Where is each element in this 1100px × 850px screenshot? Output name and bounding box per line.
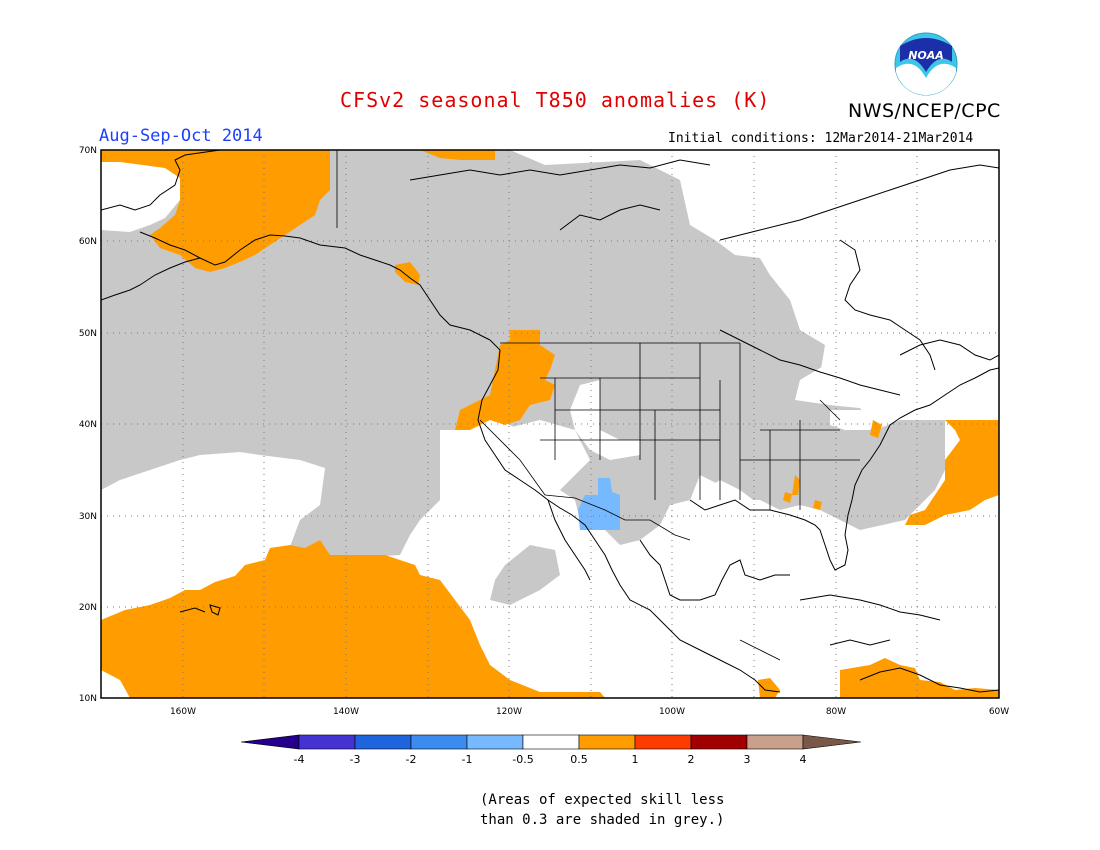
logo-text: NOAA	[908, 49, 944, 62]
chart-title: CFSv2 seasonal T850 anomalies (K)	[340, 88, 771, 112]
lat-label: 20N	[79, 603, 97, 613]
negative-anomaly-shading	[578, 478, 620, 530]
legend-bin	[240, 734, 300, 750]
map-frame	[100, 149, 1000, 699]
lon-labels: 160W 140W 120W 100W 80W 60W	[170, 707, 1009, 717]
legend-tick-label: 2	[688, 753, 695, 766]
initial-conditions-label: Initial conditions: 12Mar2014-21Mar2014	[668, 131, 974, 146]
agency-label: NWS/NCEP/CPC	[848, 100, 1001, 122]
legend-tick-label: 1	[632, 753, 639, 766]
lat-label: 70N	[79, 146, 97, 156]
lat-label: 50N	[79, 329, 97, 339]
legend-tick-label: -4	[294, 753, 305, 766]
footnote-line: than 0.3 are shaded in grey.)	[480, 812, 725, 828]
legend-tick-label: -0.5	[512, 753, 533, 766]
lat-label: 10N	[79, 694, 97, 704]
political-borders	[336, 150, 860, 661]
skill-footnote: (Areas of expected skill less than 0.3 a…	[480, 790, 724, 830]
lon-label: 140W	[333, 707, 359, 717]
legend-bin	[298, 734, 356, 750]
legend-bin	[522, 734, 580, 750]
legend-bin	[802, 734, 862, 750]
legend-tick-label: 3	[744, 753, 751, 766]
legend-tick-label: 0.5	[570, 753, 588, 766]
positive-anomaly-shading	[101, 150, 999, 698]
lat-label: 60N	[79, 237, 97, 247]
legend-bin	[746, 734, 804, 750]
legend-bin	[690, 734, 748, 750]
noaa-logo: NOAA	[894, 32, 958, 96]
legend-bin	[410, 734, 468, 750]
legend-tick-label: -3	[350, 753, 361, 766]
color-legend: -4 -3 -2 -1 -0.5 0.5 1 2 3 4	[240, 734, 862, 766]
lat-label: 30N	[79, 512, 97, 522]
lon-label: 80W	[826, 707, 846, 717]
lon-label: 160W	[170, 707, 196, 717]
lon-label: 60W	[989, 707, 1009, 717]
lon-label: 100W	[659, 707, 685, 717]
legend-bin	[578, 734, 636, 750]
legend-tick-label: -2	[406, 753, 417, 766]
footnote-line: (Areas of expected skill less	[480, 792, 725, 808]
legend-bin	[634, 734, 692, 750]
lat-label: 40N	[79, 420, 97, 430]
anomaly-map: 70N 60N 50N 40N 30N 20N 10N 160W 140W 12…	[79, 146, 1009, 717]
season-label: Aug-Sep-Oct 2014	[99, 126, 263, 146]
legend-bin	[466, 734, 524, 750]
lon-label: 120W	[496, 707, 522, 717]
map-gridlines	[101, 150, 999, 698]
coastlines	[101, 150, 999, 693]
legend-tick-label: -1	[462, 753, 473, 766]
legend-tick-label: 4	[800, 753, 807, 766]
legend-bin	[354, 734, 412, 750]
lat-labels: 70N 60N 50N 40N 30N 20N 10N	[79, 146, 97, 704]
